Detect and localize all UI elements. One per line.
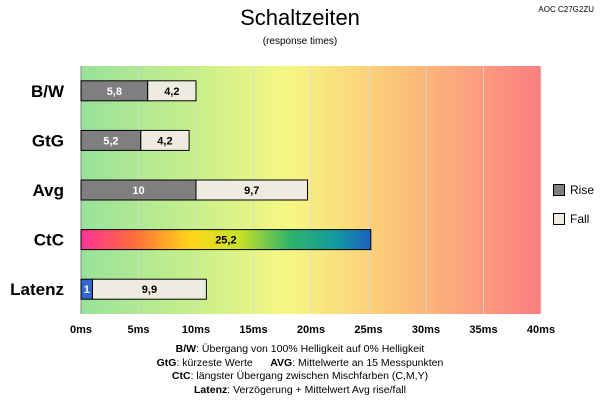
data-label: 10 bbox=[132, 185, 144, 197]
legend-item-fall: Fall bbox=[553, 211, 594, 227]
x-tick-label: 0ms bbox=[70, 324, 92, 336]
category-label: B/W bbox=[31, 82, 65, 101]
x-tick-label: 40ms bbox=[527, 324, 555, 336]
category-label: Avg bbox=[33, 181, 65, 200]
footnotes: B/W: Übergang von 100% Helligkeit auf 0%… bbox=[0, 343, 600, 397]
category-label: CtC bbox=[34, 231, 64, 250]
x-tick-label: 35ms bbox=[469, 324, 497, 336]
bar bbox=[140, 129, 190, 151]
x-tick-label: 20ms bbox=[297, 324, 325, 336]
data-label: 9,7 bbox=[244, 185, 259, 197]
x-tick-label: 10ms bbox=[182, 324, 210, 336]
bar bbox=[195, 179, 309, 201]
data-label: 5,2 bbox=[103, 135, 118, 147]
data-label: 4,2 bbox=[164, 86, 179, 98]
x-tick-label: 15ms bbox=[239, 324, 267, 336]
bar bbox=[80, 229, 372, 251]
note-bw: B/W: Übergang von 100% Helligkeit auf 0%… bbox=[175, 343, 425, 355]
legend-item-rise: Rise bbox=[553, 182, 594, 198]
legend-label-rise: Rise bbox=[570, 183, 595, 197]
x-tick-label: 5ms bbox=[127, 324, 149, 336]
data-label: 1 bbox=[84, 284, 90, 296]
legend-swatch-rise bbox=[553, 184, 565, 196]
chart-title: Schaltzeiten bbox=[240, 5, 360, 30]
legend: Rise Fall bbox=[553, 182, 594, 240]
data-label: 4,2 bbox=[157, 135, 172, 147]
data-label: 9,9 bbox=[142, 284, 157, 296]
x-tick-label: 25ms bbox=[354, 324, 382, 336]
note-latenz: Latenz: Verzögerung + Mittelwert Avg ris… bbox=[194, 383, 406, 396]
category-label: Latenz bbox=[10, 280, 64, 299]
bar bbox=[147, 80, 197, 102]
legend-label-fall: Fall bbox=[570, 212, 590, 226]
x-tick-label: 30ms bbox=[412, 324, 440, 336]
chart-subtitle: (response times) bbox=[262, 36, 338, 47]
legend-swatch-fall bbox=[553, 213, 565, 225]
note-ctc: CtC: längster Übergang zwischen Mischfar… bbox=[171, 370, 429, 382]
note-gtg-avg: GtG: kürzeste Werte AVG: Mittelwerte an … bbox=[156, 356, 444, 369]
bar bbox=[92, 278, 207, 300]
data-label: 25,2 bbox=[215, 235, 236, 247]
category-label: GtG bbox=[32, 131, 64, 150]
data-label: 5,8 bbox=[107, 86, 122, 98]
monitor-model: AOC C27G2ZU bbox=[538, 5, 594, 14]
